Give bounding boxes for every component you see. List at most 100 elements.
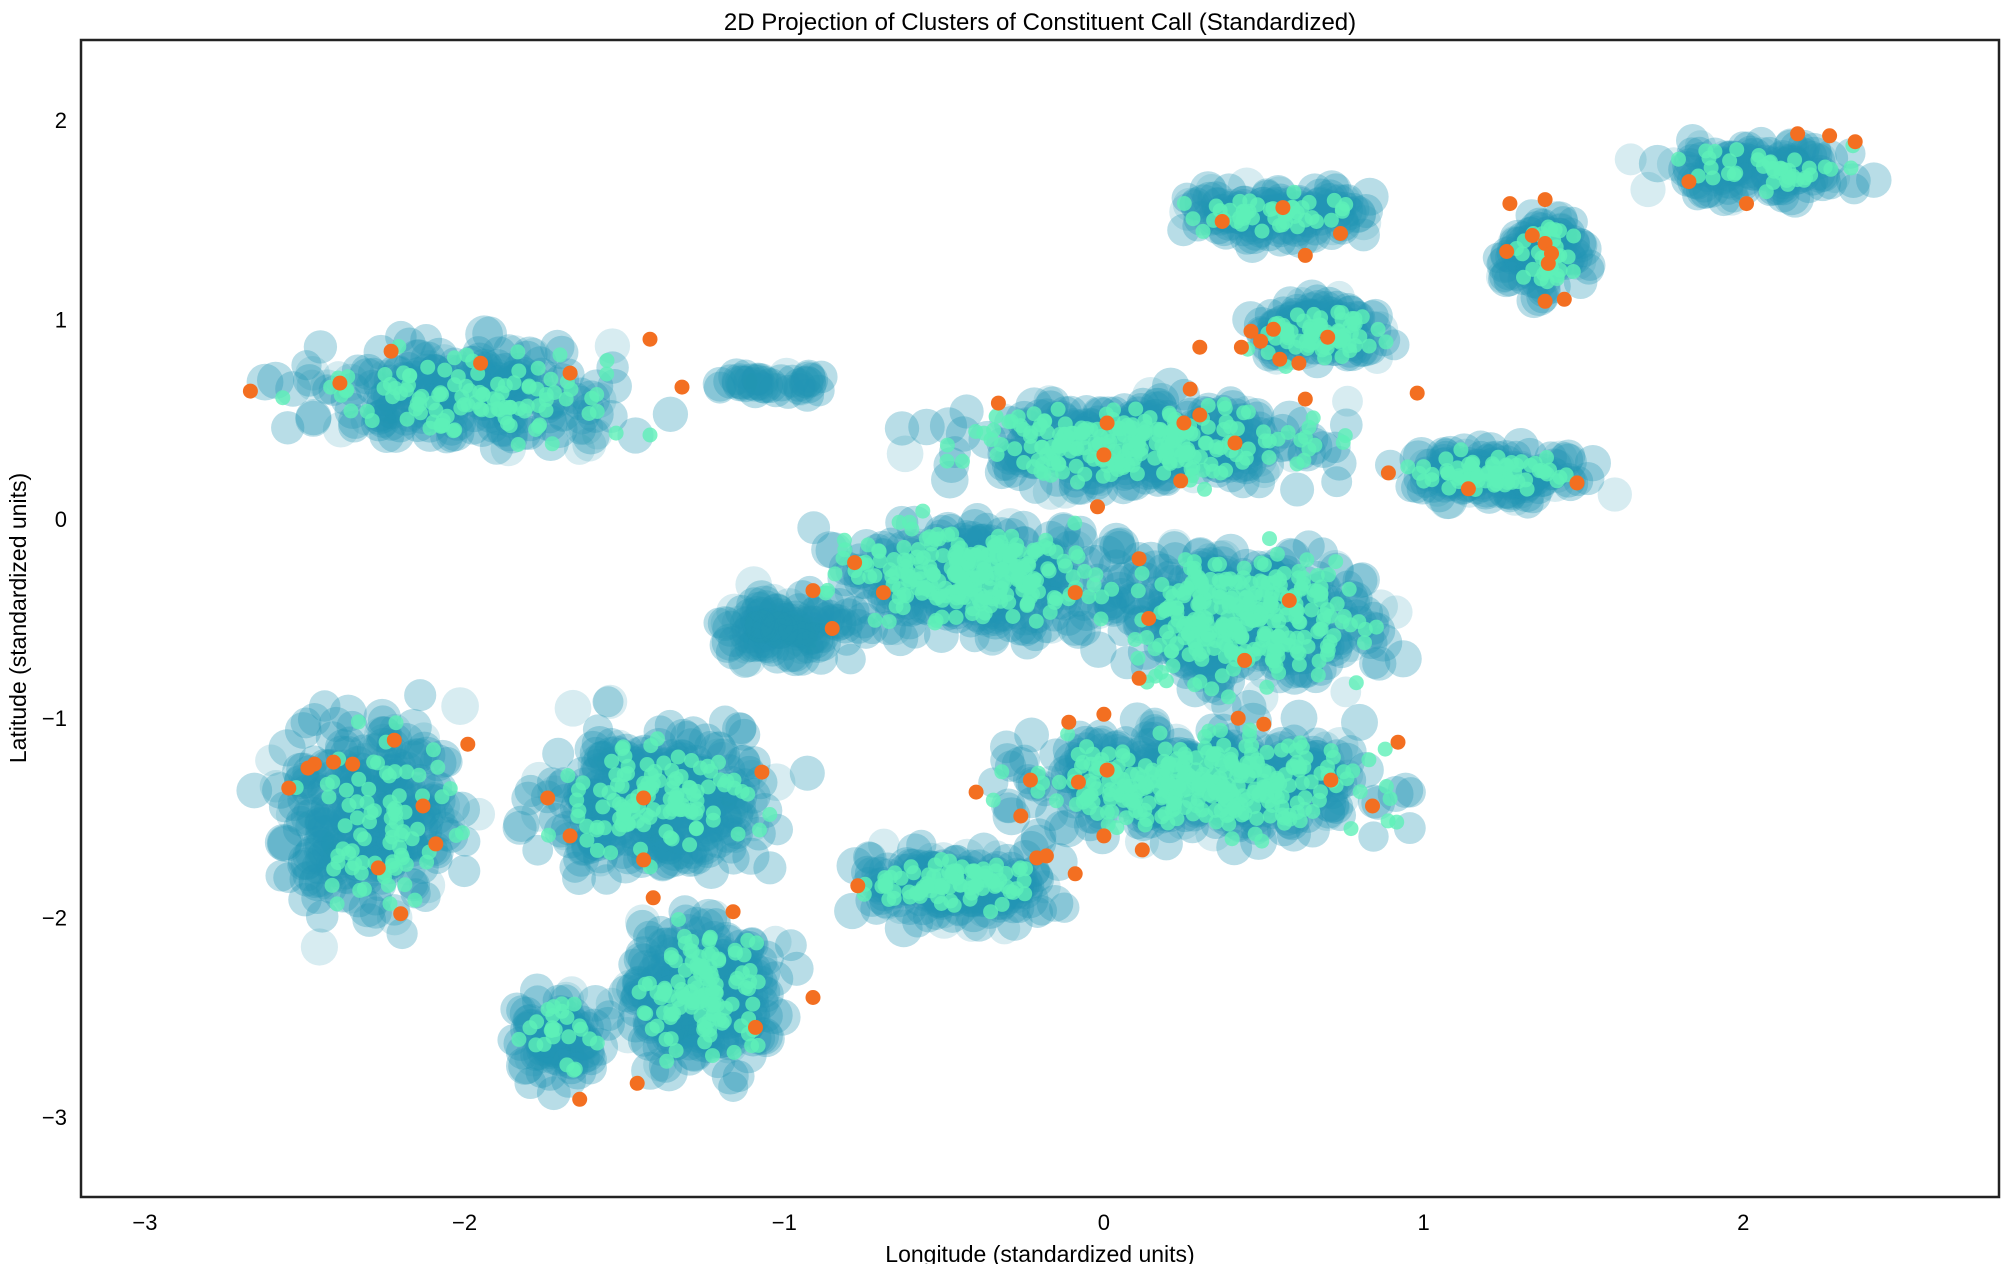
- member-point: [1176, 196, 1192, 211]
- background-point: [990, 730, 1023, 764]
- member-point: [1309, 214, 1324, 229]
- member-point: [1041, 563, 1057, 579]
- background-point: [1323, 280, 1355, 313]
- background-point: [703, 371, 736, 404]
- member-point: [983, 580, 999, 596]
- background-point: [554, 689, 592, 727]
- member-point: [1722, 153, 1738, 169]
- member-point: [1153, 422, 1169, 437]
- background-point: [783, 373, 816, 405]
- background-point: [742, 363, 774, 395]
- background-point: [790, 365, 824, 399]
- member-point: [1162, 456, 1178, 471]
- member-point: [1056, 553, 1072, 569]
- background-point: [568, 410, 604, 445]
- member-point: [1338, 197, 1354, 212]
- member-point: [1336, 332, 1351, 348]
- member-point: [1798, 170, 1814, 186]
- background-point: [291, 350, 322, 381]
- member-point: [968, 424, 984, 439]
- background-point: [1838, 173, 1870, 205]
- background-point: [295, 400, 332, 437]
- member-point: [1213, 465, 1229, 481]
- background-point: [790, 361, 827, 397]
- background-point: [1796, 132, 1832, 168]
- member-point: [1222, 419, 1238, 435]
- background-point: [782, 370, 818, 406]
- background-point: [753, 851, 787, 885]
- background-point: [472, 316, 507, 352]
- member-point: [544, 436, 560, 452]
- member-point: [1070, 474, 1085, 490]
- background-point: [758, 373, 793, 408]
- member-point: [552, 347, 568, 363]
- member-point: [915, 503, 931, 519]
- member-point: [435, 413, 451, 428]
- member-point: [1341, 581, 1357, 597]
- member-point: [446, 350, 462, 366]
- background-point: [479, 431, 514, 465]
- background-point: [363, 334, 399, 370]
- background-point: [300, 928, 338, 966]
- member-point: [827, 566, 843, 582]
- member-point: [1291, 657, 1307, 673]
- member-point: [453, 400, 469, 416]
- member-point: [882, 562, 898, 578]
- background-point: [581, 418, 613, 450]
- member-point: [1787, 152, 1803, 168]
- background-point: [1294, 279, 1330, 316]
- member-point: [1344, 311, 1360, 326]
- member-point: [1565, 264, 1581, 279]
- member-point: [949, 594, 965, 610]
- member-point: [1519, 481, 1535, 497]
- member-point: [1042, 604, 1058, 620]
- background-point: [257, 361, 295, 399]
- background-point: [745, 365, 784, 404]
- member-point: [1464, 456, 1480, 472]
- member-point: [1128, 401, 1144, 417]
- member-point: [1088, 567, 1104, 583]
- background-point: [740, 362, 779, 401]
- background-point: [591, 864, 622, 895]
- member-point: [927, 615, 943, 631]
- background-point: [1638, 144, 1677, 183]
- member-point: [437, 362, 453, 378]
- background-point: [1068, 395, 1105, 431]
- background-point: [338, 410, 371, 443]
- background-point: [750, 369, 783, 403]
- member-point: [1671, 151, 1686, 167]
- background-point: [1489, 261, 1520, 293]
- member-point: [1537, 464, 1552, 480]
- member-point: [910, 542, 926, 557]
- background-point: [725, 365, 760, 400]
- member-point: [1093, 611, 1109, 627]
- member-point: [450, 369, 466, 385]
- background-point: [721, 363, 758, 400]
- member-point: [1301, 441, 1317, 457]
- member-point: [1007, 441, 1023, 457]
- member-point: [491, 402, 507, 418]
- background-point: [1346, 205, 1382, 241]
- member-point: [1195, 223, 1211, 239]
- member-point: [867, 612, 883, 628]
- background-point: [1321, 466, 1353, 498]
- member-point: [1547, 222, 1563, 238]
- background-point: [296, 369, 328, 401]
- background-point: [1516, 283, 1552, 319]
- member-point: [1070, 549, 1086, 565]
- background-point: [1280, 472, 1315, 507]
- background-point: [1515, 199, 1548, 232]
- background-point: [718, 358, 755, 395]
- member-point: [1016, 455, 1032, 470]
- background-point: [1183, 200, 1219, 236]
- background-point: [652, 396, 689, 432]
- background-point: [775, 364, 809, 398]
- member-point: [1129, 466, 1145, 482]
- member-point: [1051, 438, 1067, 454]
- background-point: [1270, 400, 1309, 438]
- background-point: [592, 686, 624, 718]
- background-point: [454, 408, 492, 445]
- background-point: [1151, 367, 1190, 406]
- member-point: [517, 403, 533, 419]
- member-point: [1504, 455, 1519, 470]
